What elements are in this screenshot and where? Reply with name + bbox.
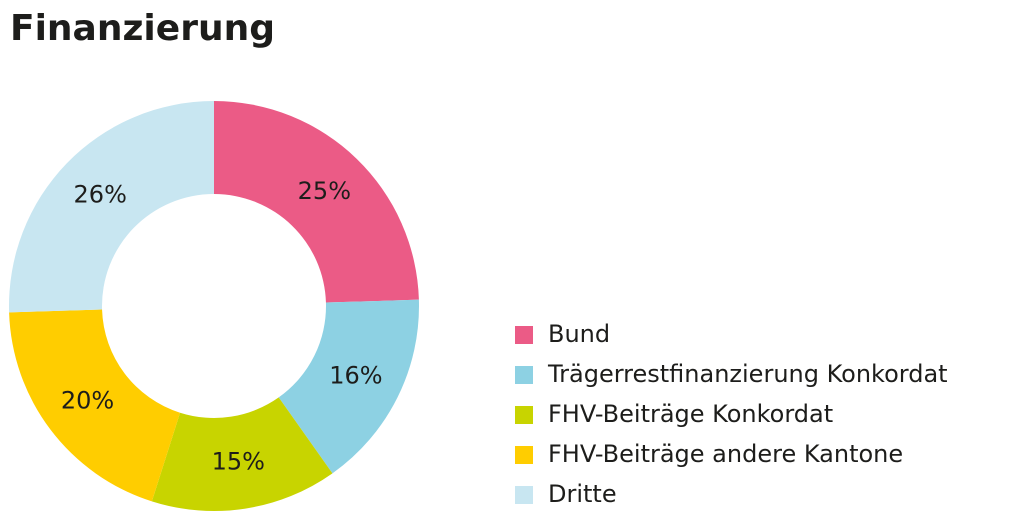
legend-label: Dritte — [548, 480, 617, 508]
donut-slice — [214, 101, 419, 303]
legend-label: Trägerrestfinanzierung Konkordat — [547, 360, 948, 388]
data-label: 26% — [74, 181, 127, 209]
donut-slice — [278, 299, 419, 474]
legend-swatch — [515, 326, 533, 344]
data-label: 16% — [329, 362, 382, 390]
donut-slice — [8, 101, 214, 313]
data-label: 25% — [298, 177, 351, 205]
donut-slice — [9, 309, 181, 502]
data-label: 20% — [61, 387, 114, 415]
donut-slice — [151, 397, 333, 511]
legend-label: FHV-Beiträge andere Kantone — [548, 440, 903, 468]
legend-swatch — [515, 366, 533, 384]
legend-label: FHV-Beiträge Konkordat — [548, 400, 833, 428]
data-label: 15% — [212, 448, 265, 476]
legend-swatch — [515, 406, 533, 424]
legend-swatch — [515, 446, 533, 464]
legend-label: Bund — [548, 320, 610, 348]
chart-title: Finanzierung — [10, 8, 275, 49]
legend-swatch — [515, 486, 533, 504]
